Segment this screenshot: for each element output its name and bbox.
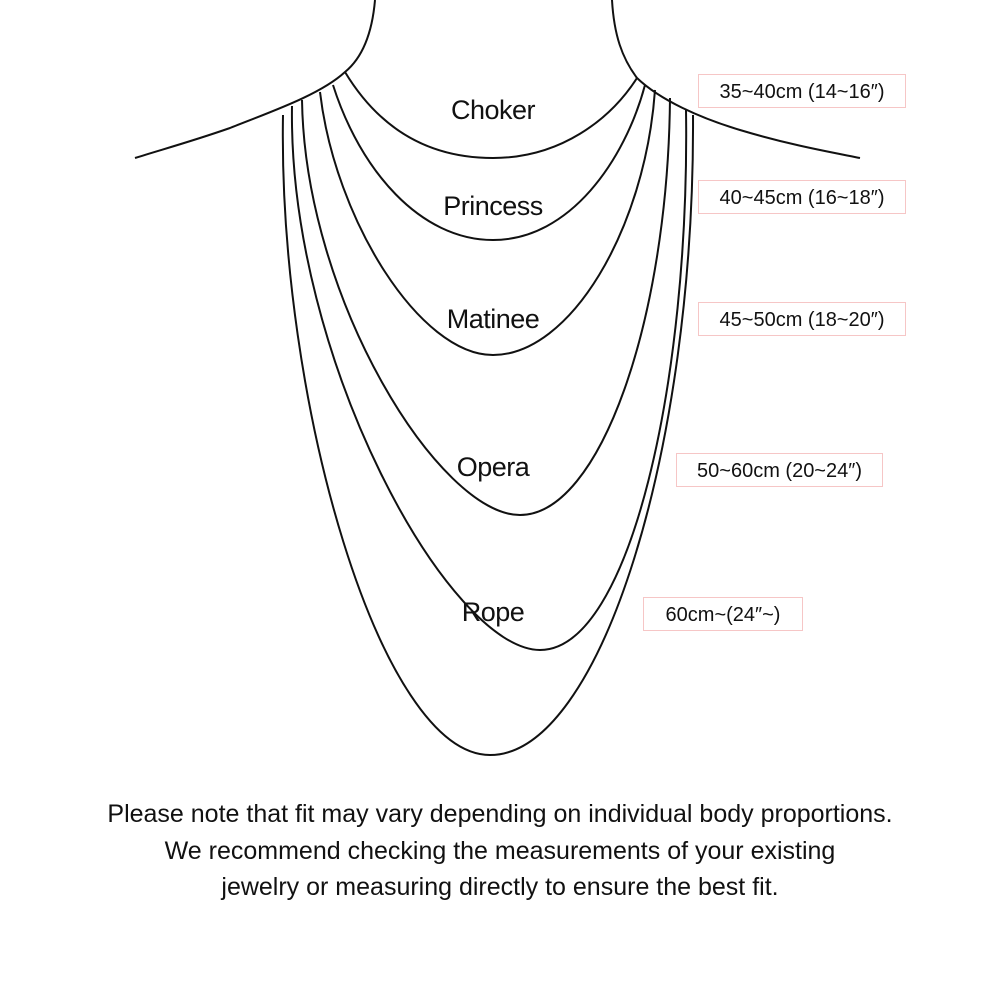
princess-chain [332,84,646,242]
length-opera: 50~60cm (20~24″) [676,453,883,487]
right-neck-shoulder-outline [611,0,861,159]
fit-note: Please note that fit may vary depending … [0,796,1000,906]
length-choker: 35~40cm (14~16″) [698,74,906,108]
rope-chain [290,105,688,652]
choker-chain [344,71,638,160]
label-matinee: Matinee [446,304,540,334]
label-choker: Choker [450,95,536,125]
label-opera: Opera [456,452,530,482]
left-neck-shoulder-outline [134,0,376,159]
label-rope: Rope [461,597,525,627]
fit-note-line: jewelry or measuring directly to ensure … [221,873,779,901]
matinee-chain [319,89,656,357]
fit-note-line: Please note that fit may vary depending … [107,800,893,828]
length-princess: 40~45cm (16~18″) [698,180,906,214]
length-matinee: 45~50cm (18~20″) [698,302,906,336]
length-rope: 60cm~(24″~) [643,597,803,631]
fit-note-line: We recommend checking the measurements o… [164,836,836,865]
label-princess: Princess [443,191,543,221]
rope-outer-chain [281,114,695,757]
opera-chain [301,97,671,517]
